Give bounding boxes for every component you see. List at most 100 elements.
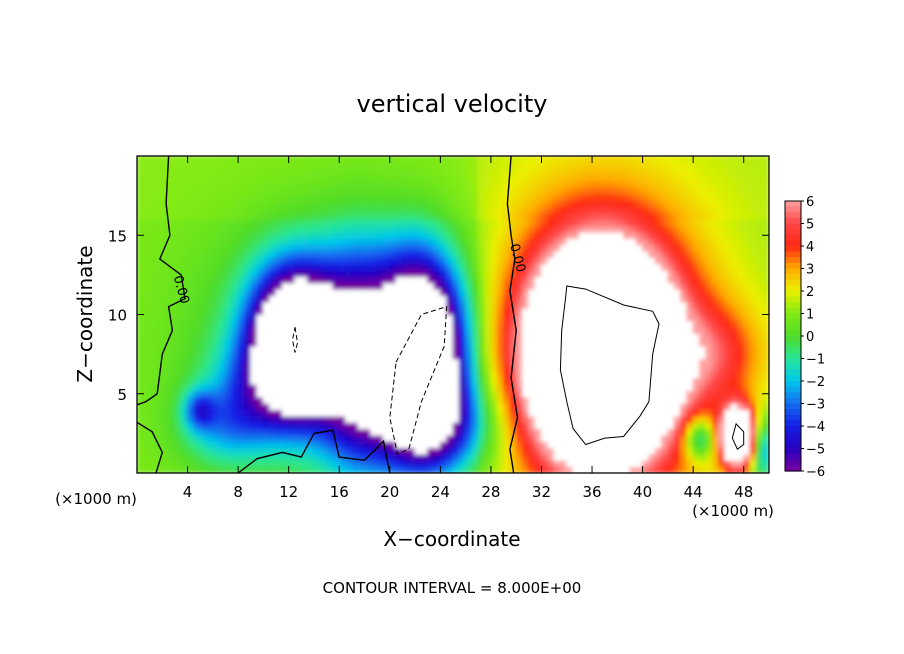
heatmap-cell bbox=[370, 377, 378, 385]
heatmap-cell bbox=[439, 307, 448, 315]
heatmap-cell bbox=[553, 409, 561, 417]
heatmap-cell bbox=[623, 466, 631, 473]
heatmap-cell bbox=[351, 218, 359, 227]
heatmap-cell bbox=[648, 250, 656, 258]
heatmap-cell bbox=[161, 339, 170, 347]
heatmap-cell bbox=[597, 161, 606, 170]
heatmap-cell bbox=[591, 199, 599, 208]
heatmap-cell bbox=[623, 459, 631, 468]
heatmap-cell bbox=[522, 415, 530, 423]
heatmap-cell bbox=[231, 180, 239, 189]
heatmap-cell bbox=[168, 421, 176, 430]
heatmap-cell bbox=[155, 415, 163, 423]
heatmap-cell bbox=[180, 383, 189, 392]
heatmap-cell bbox=[755, 161, 764, 170]
heatmap-cell bbox=[515, 345, 524, 354]
heatmap-cell bbox=[332, 187, 340, 195]
heatmap-cell bbox=[503, 294, 511, 303]
heatmap-cell bbox=[364, 314, 372, 322]
heatmap-cell bbox=[458, 237, 467, 246]
heatmap-cell bbox=[465, 402, 473, 411]
heatmap-cell bbox=[224, 174, 233, 182]
heatmap-cell bbox=[528, 250, 536, 258]
heatmap-cell bbox=[749, 250, 757, 258]
heatmap-cell bbox=[155, 383, 163, 392]
heatmap-cell bbox=[376, 275, 384, 284]
heatmap-cell bbox=[673, 301, 682, 309]
heatmap-cell bbox=[319, 358, 328, 366]
heatmap-cell bbox=[566, 415, 574, 423]
heatmap-cell bbox=[553, 339, 561, 347]
heatmap-cell bbox=[661, 352, 669, 360]
heatmap-cell bbox=[243, 301, 252, 309]
heatmap-cell bbox=[168, 352, 176, 360]
heatmap-cell bbox=[648, 453, 656, 461]
heatmap-cell bbox=[218, 168, 226, 176]
heatmap-cell bbox=[218, 421, 226, 430]
heatmap-cell bbox=[736, 364, 745, 373]
heatmap-cell bbox=[711, 237, 719, 246]
heatmap-cell bbox=[137, 282, 144, 290]
heatmap-cell bbox=[503, 396, 511, 404]
heatmap-cell bbox=[206, 187, 214, 195]
heatmap-cell bbox=[237, 428, 245, 436]
heatmap-cell bbox=[370, 466, 378, 473]
heatmap-cell bbox=[591, 428, 599, 436]
heatmap-cell bbox=[389, 307, 397, 315]
heatmap-cell bbox=[452, 428, 460, 436]
heatmap-cell bbox=[717, 364, 726, 373]
heatmap-cell bbox=[648, 269, 656, 277]
heatmap-cell bbox=[616, 256, 625, 265]
heatmap-cell bbox=[446, 193, 454, 201]
heatmap-cell bbox=[269, 237, 277, 246]
heatmap-cell bbox=[142, 333, 151, 341]
heatmap-cell bbox=[540, 250, 549, 258]
heatmap-cell bbox=[275, 314, 283, 322]
heatmap-cell bbox=[256, 447, 264, 455]
heatmap-cell bbox=[427, 409, 435, 417]
heatmap-cell bbox=[724, 269, 732, 277]
heatmap-cell bbox=[294, 314, 302, 322]
heatmap-cell bbox=[490, 282, 498, 290]
heatmap-cell bbox=[193, 212, 201, 220]
heatmap-cell bbox=[294, 282, 302, 290]
heatmap-cell bbox=[174, 396, 182, 404]
heatmap-cell bbox=[477, 409, 486, 417]
heatmap-cell bbox=[364, 174, 372, 182]
heatmap-cell bbox=[724, 199, 732, 208]
heatmap-cell bbox=[338, 409, 347, 417]
heatmap-cell bbox=[597, 156, 606, 163]
heatmap-cell bbox=[585, 358, 593, 366]
heatmap-cell bbox=[559, 358, 568, 366]
heatmap-cell bbox=[496, 256, 505, 265]
heatmap-cell bbox=[692, 339, 700, 347]
heatmap-cell bbox=[591, 345, 599, 354]
heatmap-cell bbox=[610, 206, 618, 214]
heatmap-cell bbox=[174, 237, 182, 246]
heatmap-cell bbox=[452, 396, 460, 404]
heatmap-cell bbox=[345, 275, 353, 284]
heatmap-cell bbox=[553, 421, 561, 430]
heatmap-cell bbox=[256, 459, 264, 468]
heatmap-cell bbox=[458, 333, 467, 341]
heatmap-cell bbox=[471, 288, 479, 296]
heatmap-cell bbox=[717, 244, 726, 252]
heatmap-cell bbox=[559, 421, 568, 430]
heatmap-cell bbox=[370, 288, 378, 296]
heatmap-cell bbox=[477, 156, 486, 163]
heatmap-cell bbox=[332, 428, 340, 436]
heatmap-cell bbox=[553, 383, 561, 392]
heatmap-cell bbox=[376, 383, 384, 392]
heatmap-cell bbox=[724, 383, 732, 392]
heatmap-cell bbox=[471, 168, 479, 176]
heatmap-cell bbox=[218, 339, 226, 347]
heatmap-cell bbox=[680, 212, 688, 220]
heatmap-cell bbox=[351, 326, 359, 335]
heatmap-cell bbox=[332, 466, 340, 473]
heatmap-cell bbox=[161, 453, 170, 461]
heatmap-cell bbox=[597, 352, 606, 360]
heatmap-cell bbox=[736, 371, 745, 379]
heatmap-cell bbox=[161, 156, 170, 163]
heatmap-cell bbox=[762, 345, 769, 354]
heatmap-cell bbox=[515, 161, 524, 170]
